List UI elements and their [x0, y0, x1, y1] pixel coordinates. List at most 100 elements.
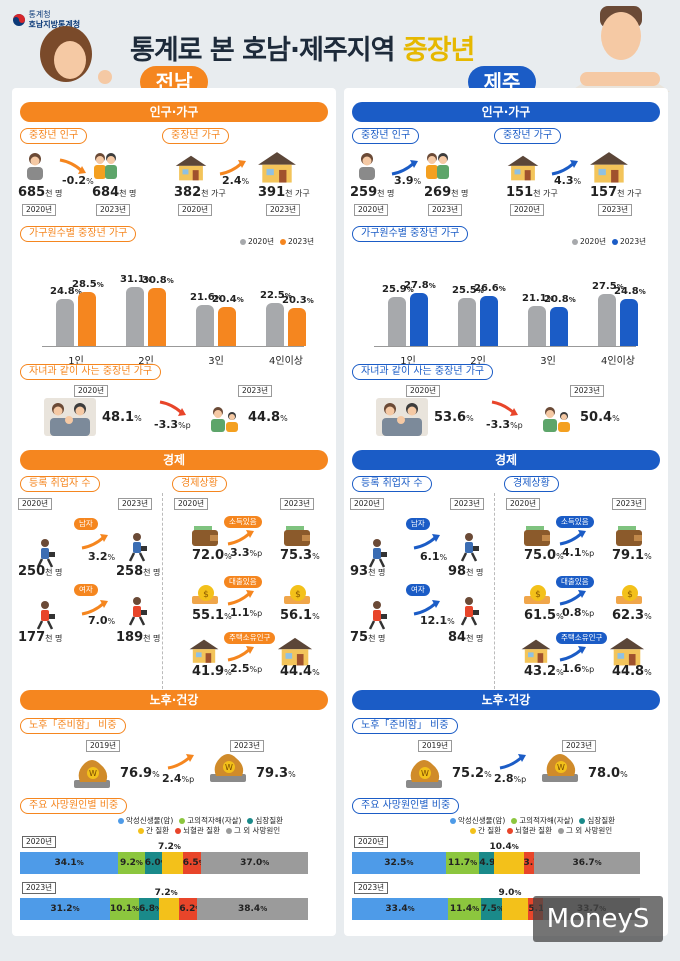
income-icon [284, 526, 310, 546]
female-2023: 84천 명 [448, 630, 484, 645]
trend-up-icon [219, 160, 246, 176]
death-stack-2020: 34.1%9.2%6.0%7.2%6.5%37.0% [20, 842, 308, 874]
legend-item: 악성신생물(암) [126, 816, 174, 825]
year-2020: 2020년 [350, 498, 384, 510]
hh-2020: 151천 가구 [506, 185, 558, 200]
couple-icon [426, 153, 449, 179]
year-2020: 2020년 [354, 836, 388, 848]
bar-2023-3 [218, 307, 236, 346]
tab-death-causes: 주요 사망원인별 비중 [352, 798, 460, 814]
year-2023: 2023년 [570, 385, 604, 397]
house-icon [189, 639, 219, 663]
female-pill: 여자 [74, 584, 98, 596]
house-2020: 41.9% [192, 664, 232, 679]
year-2019: 2019년 [86, 740, 120, 752]
income-icon [524, 526, 550, 546]
loan-2020: 55.1% [192, 608, 232, 623]
female-pill: 여자 [406, 584, 430, 596]
house-change: 2.5%p [230, 662, 263, 675]
tab-population: 중장년 인구 [20, 128, 88, 144]
loan-2020: 61.5% [524, 608, 564, 623]
trend-up-icon [167, 754, 194, 770]
female-change: 12.1% [420, 614, 455, 627]
trend-up-icon [559, 646, 586, 662]
section-economy: 경제 [352, 450, 660, 470]
year-2023: 2023년 [96, 204, 130, 216]
bar-2023-4 [620, 299, 638, 346]
income-pill: 소득있음 [556, 516, 594, 528]
house-icon [609, 637, 645, 666]
bar-2023-4 [288, 307, 306, 346]
small-family-icon [543, 407, 570, 432]
income-pill: 소득있음 [224, 516, 262, 528]
bar-2020-4 [266, 303, 284, 346]
death-stack-2020: 32.5%11.7%4.9%10.4%3.7%36.7% [352, 842, 640, 874]
bar-label: 24.8% [50, 286, 82, 298]
death-segment: 6.2% [179, 898, 202, 920]
year-2020: 2020년 [178, 204, 212, 216]
hh-2023: 157천 가구 [590, 185, 642, 200]
house-pill: 주택소유인구 [556, 632, 608, 644]
children-2020: 48.1% [102, 410, 142, 425]
hh-change: 4.3% [554, 174, 582, 187]
trend-down-icon [491, 400, 518, 416]
tab-households: 중장년 가구 [162, 128, 230, 144]
male-2020: 93천 명 [350, 564, 386, 579]
svg-text:$: $ [535, 590, 541, 600]
taegeuk-icon [13, 14, 25, 26]
male-2020: 250천 명 [18, 564, 63, 579]
bar-label: 22.5% [260, 290, 292, 302]
money-bag-icon: W [542, 754, 578, 782]
house-change: 1.6%p [562, 662, 595, 675]
legend-item: 그 외 사망원인 [233, 826, 281, 835]
svg-text:$: $ [295, 590, 301, 600]
money-bag-icon: W [406, 760, 442, 788]
bar-2020-3 [196, 305, 214, 346]
bar-2020-4 [598, 293, 616, 346]
money-bag-icon: W [74, 760, 110, 788]
income-icon [192, 526, 218, 546]
year-2023: 2023년 [280, 498, 314, 510]
death-segment: 33.4% [352, 898, 449, 920]
trend-up-icon [559, 590, 586, 606]
tab-retirement-prep: 노후「준비함」 비중 [352, 718, 458, 734]
tab-death-causes: 주요 사망원인별 비중 [20, 798, 128, 814]
family-icon [376, 398, 428, 436]
year-2023: 2023년 [428, 204, 462, 216]
year-2023: 2023년 [238, 385, 272, 397]
hh-2023: 391천 가구 [258, 185, 310, 200]
death-segment: 38.4% [197, 898, 308, 920]
legend-item: 고의적자해(자살) [519, 816, 574, 825]
male-change: 3.2% [88, 550, 116, 563]
svg-text:W: W [225, 763, 233, 772]
loan-change: 0.8%p [562, 606, 595, 619]
loan-icon: $ [192, 585, 218, 604]
legend-item: 고의적자해(자살) [187, 816, 242, 825]
income-2020: 75.0% [524, 548, 564, 563]
trend-up-icon [559, 530, 586, 546]
death-segment: 10.4% [490, 842, 524, 874]
category-label: 1인 [68, 356, 84, 367]
bar-label: 27.8% [404, 280, 436, 292]
year-2020: 2020년 [174, 498, 208, 510]
prep-2023: 79.3% [256, 766, 296, 781]
death-segment: 32.5% [352, 852, 446, 874]
income-2023: 79.1% [612, 548, 652, 563]
year-2020: 2020년 [18, 498, 52, 510]
house-2020: 43.2% [524, 664, 564, 679]
loan-2023: 62.3% [612, 608, 652, 623]
section-population: 인구·가구 [20, 102, 328, 122]
bar-label: 28.5% [72, 279, 104, 291]
tab-households: 중장년 가구 [494, 128, 562, 144]
legend-item: 간 질환 [478, 826, 502, 835]
category-label: 2인 [138, 356, 154, 367]
chart-legend: 2020년 2023년 [566, 236, 646, 247]
pop-change: -0.2% [62, 174, 94, 187]
death-segment: 36.7% [534, 852, 640, 874]
year-2020: 2020년 [506, 498, 540, 510]
man-running-icon [128, 533, 147, 562]
house-2023: 44.8% [612, 664, 652, 679]
house-icon [521, 639, 551, 663]
bar-label: 25.5% [452, 284, 484, 296]
x-axis [42, 346, 304, 347]
